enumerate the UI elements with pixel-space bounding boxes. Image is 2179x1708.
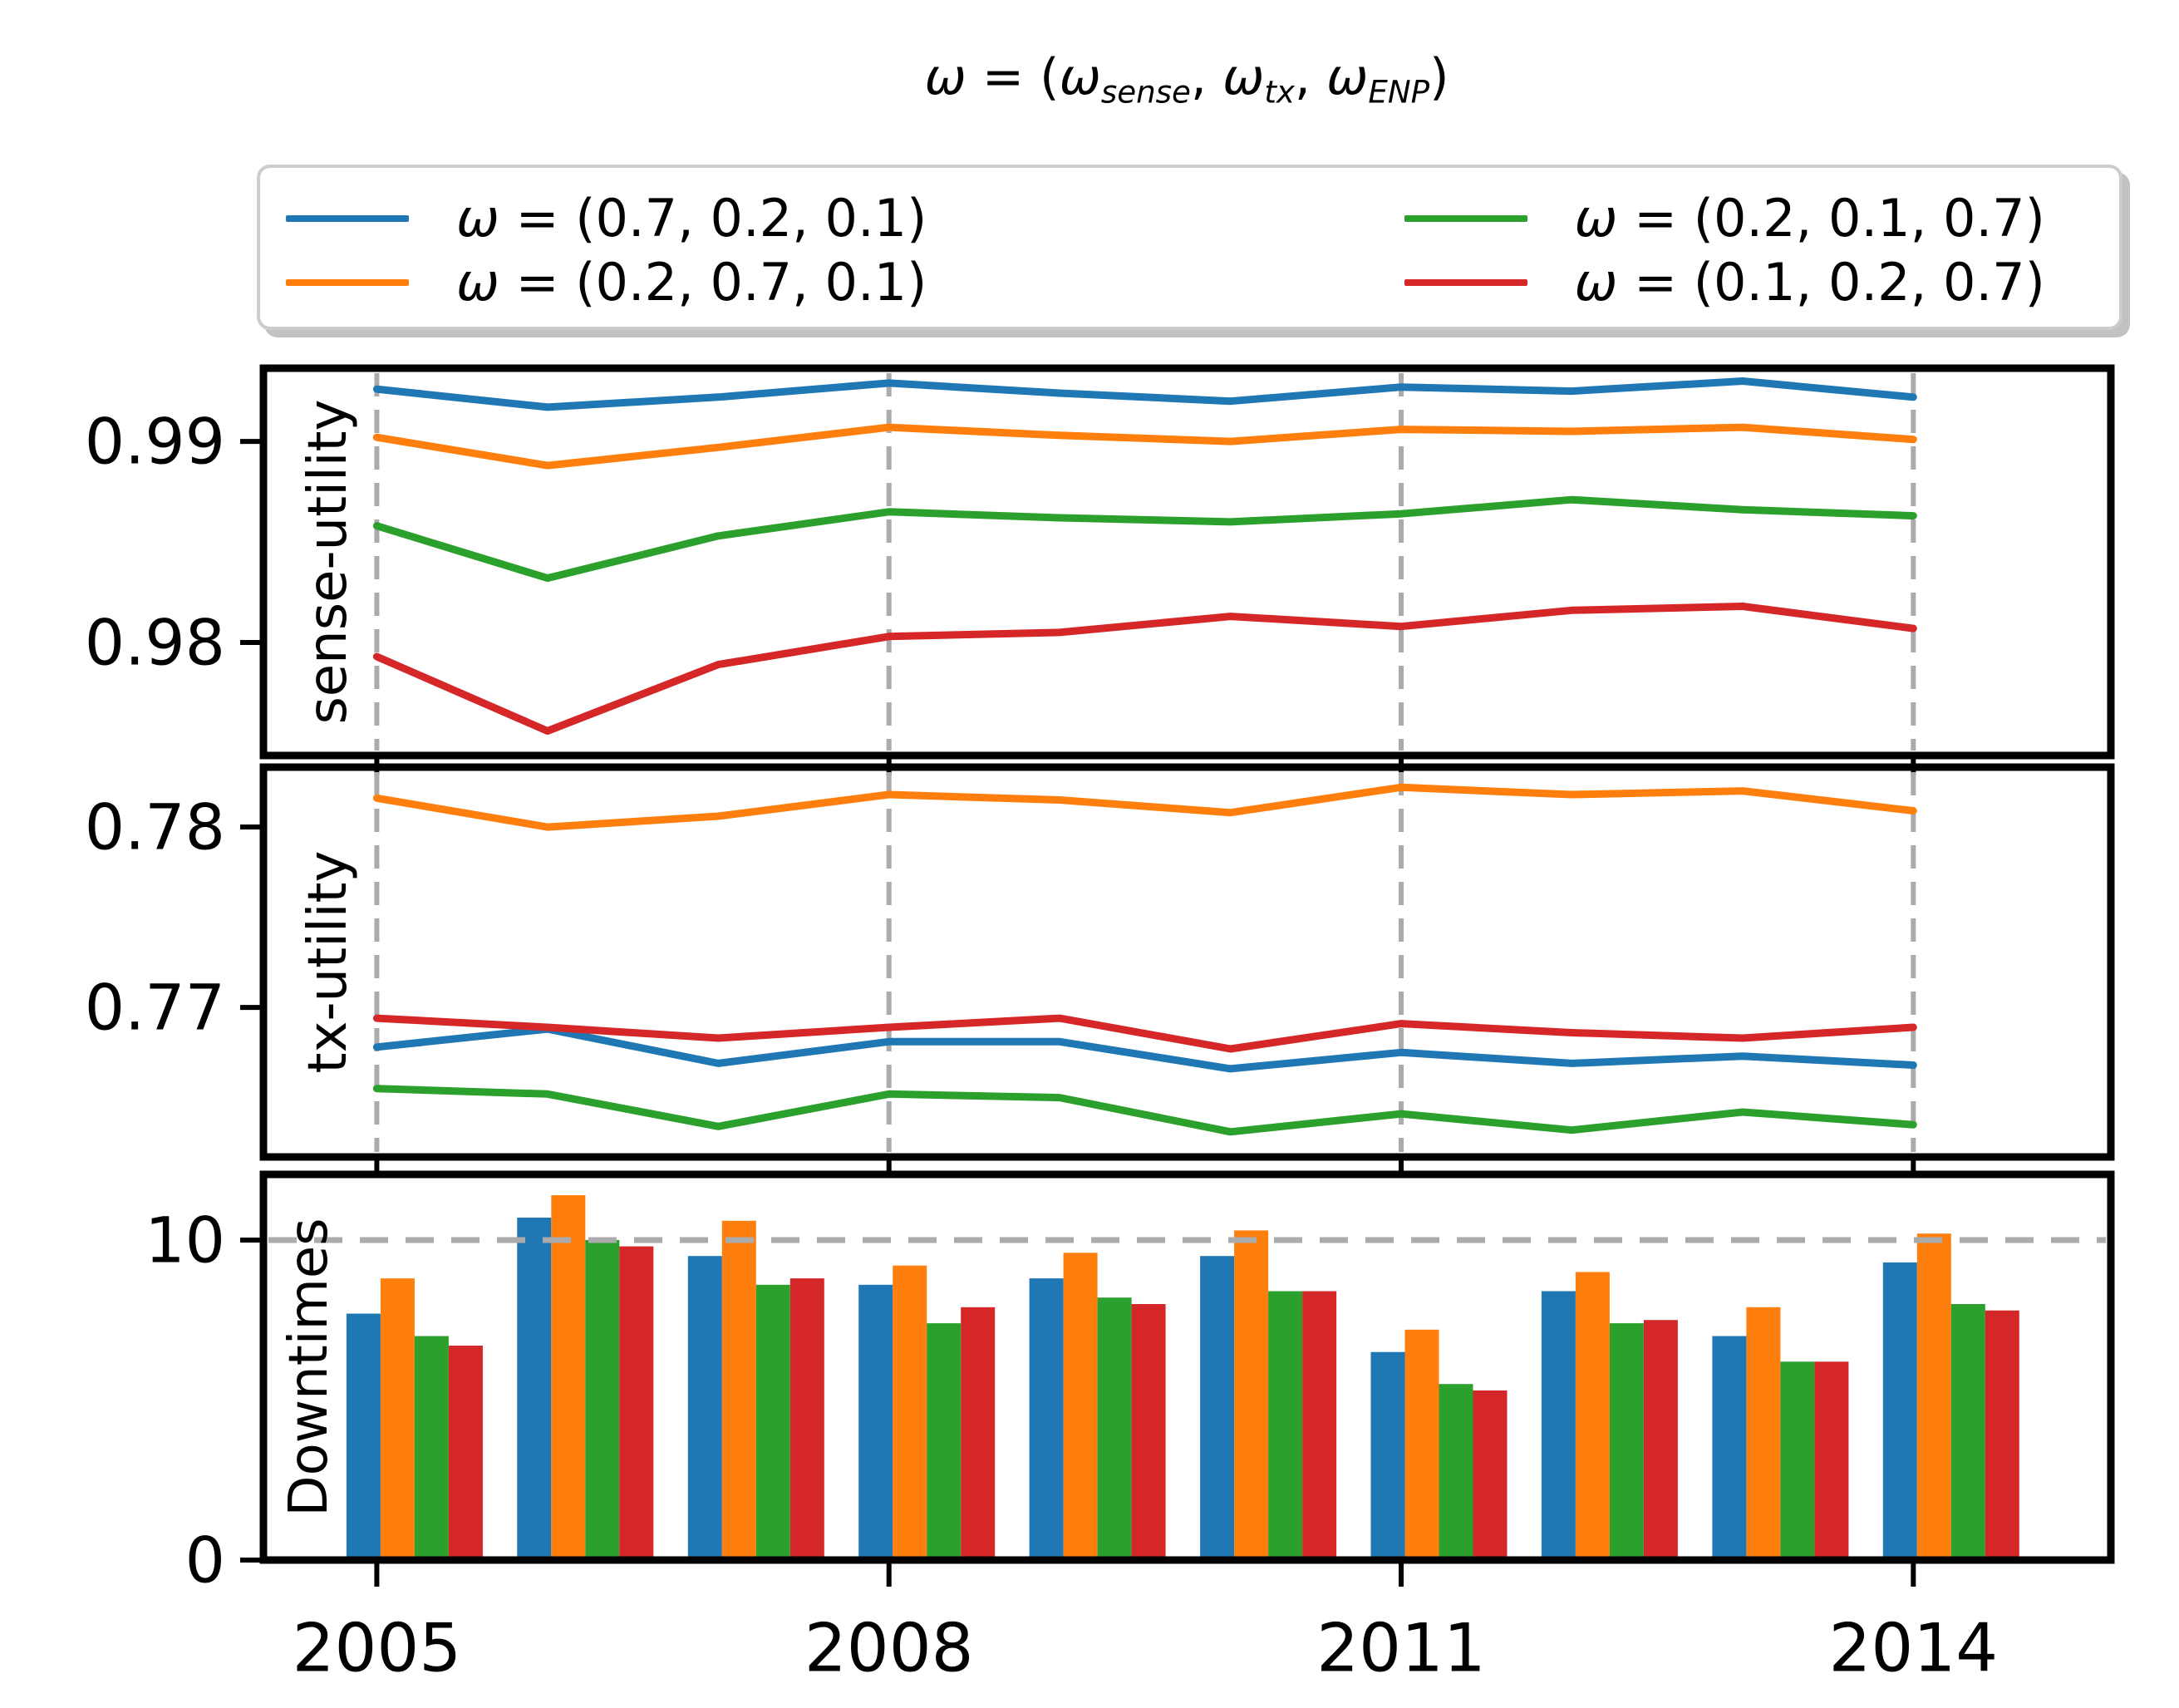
x-tick-label: 2011 (1316, 1610, 1486, 1687)
bar-2010-blue (1200, 1256, 1235, 1560)
bar-2006-orange (551, 1195, 586, 1560)
legend-line-icon (1404, 214, 1527, 222)
title-segment: = ( (966, 48, 1060, 106)
legend-item-orange: ω = (0.2, 0.7, 0.1) (260, 250, 1190, 314)
bar-2010-red (1302, 1291, 1337, 1560)
bar-2014-blue (1882, 1262, 1917, 1560)
legend-label: ω = (0.2, 0.7, 0.1) (456, 252, 927, 313)
bar-2005-blue (346, 1313, 381, 1560)
title-segment: ω (1222, 48, 1265, 106)
legend-label: ω = (0.1, 0.2, 0.7) (1574, 252, 2045, 313)
title-segment: ) (1429, 48, 1449, 106)
bar-2011-blue (1370, 1351, 1405, 1560)
line-series-tx-utility-blue (372, 1025, 1917, 1073)
line-series-tx-utility-orange (372, 783, 1917, 831)
bar-2009-red (1131, 1304, 1166, 1560)
bar-2005-green (414, 1336, 449, 1560)
y-tick-label: 0.78 (85, 790, 225, 864)
legend-item-blue: ω = (0.7, 0.2, 0.1) (260, 186, 1190, 250)
bar-2005-orange (380, 1278, 415, 1560)
legend-label: ω = (0.7, 0.2, 0.1) (456, 188, 927, 249)
title-segment: , (1294, 48, 1327, 106)
plot-frame (259, 1170, 2115, 1564)
bar-2006-red (619, 1246, 654, 1560)
bar-2012-blue (1541, 1291, 1576, 1560)
y-axis-label: tx-utility (298, 850, 359, 1073)
bar-2013-red (1814, 1361, 1849, 1560)
bar-2007-red (789, 1278, 824, 1560)
bar-2013-blue (1712, 1336, 1747, 1560)
legend: ω = (0.7, 0.2, 0.1) ω = (0.2, 0.7, 0.1) … (257, 165, 2122, 330)
bar-2008-orange (893, 1265, 927, 1560)
plot-frame (259, 763, 2115, 1161)
x-tick-label: 2005 (293, 1610, 462, 1687)
bar-2009-blue (1029, 1278, 1064, 1560)
y-tick-label: 0.99 (85, 405, 225, 479)
legend-line-icon (1404, 278, 1527, 286)
legend-item-red: ω = (0.1, 0.2, 0.7) (258, 250, 2120, 314)
bar-2007-blue (687, 1256, 722, 1560)
figure-title: ω = (ωsense, ωtx, ωENP) (925, 48, 1449, 110)
y-tick-label: 0.98 (85, 606, 225, 680)
bar-2006-blue (517, 1218, 552, 1560)
line-series-sense-utility-red (372, 603, 1917, 735)
title-segment: ω (1326, 48, 1369, 106)
line-series-tx-utility-red (372, 1014, 1917, 1053)
legend-line-icon (286, 214, 409, 222)
title-segment: sense (1100, 73, 1191, 111)
line-series-sense-utility-orange (372, 423, 1917, 470)
y-axis-label: Downtimes (278, 1218, 340, 1516)
bar-2011-red (1473, 1390, 1508, 1560)
bar-2011-orange (1404, 1329, 1439, 1560)
bar-2008-red (961, 1307, 996, 1560)
x-tick-label: 2008 (804, 1610, 974, 1687)
bar-2008-blue (858, 1284, 893, 1560)
title-segment: tx (1264, 73, 1295, 111)
title-segment: ω (924, 48, 967, 106)
bar-2006-green (585, 1239, 620, 1560)
title-segment: ω (1059, 48, 1101, 106)
bar-2011-green (1439, 1384, 1473, 1560)
bar-2008-green (927, 1323, 962, 1560)
bar-2010-green (1268, 1291, 1303, 1560)
y-axis-label: sense-utility (298, 399, 359, 724)
line-series-sense-utility-blue (372, 377, 1917, 411)
y-tick-label: 0 (185, 1523, 225, 1597)
y-tick-label: 10 (145, 1203, 225, 1277)
title-segment: , (1190, 48, 1223, 106)
bar-2009-green (1097, 1297, 1132, 1560)
bar-2012-green (1609, 1323, 1644, 1560)
bar-2007-orange (721, 1220, 756, 1560)
legend-line-icon (286, 278, 409, 286)
bar-2009-orange (1063, 1253, 1098, 1560)
plot-frame (259, 364, 2115, 760)
bar-2007-green (755, 1284, 790, 1560)
line-series-tx-utility-green (372, 1085, 1917, 1136)
bar-2010-orange (1234, 1230, 1269, 1560)
x-tick-label: 2014 (1829, 1610, 1999, 1687)
title-segment: ENP (1368, 73, 1430, 111)
bar-2014-red (1985, 1310, 2019, 1560)
legend-label: ω = (0.2, 0.1, 0.7) (1574, 188, 2045, 249)
bar-2012-red (1643, 1320, 1678, 1560)
bar-2005-red (448, 1346, 483, 1560)
bar-2013-green (1780, 1361, 1815, 1560)
bar-2012-orange (1575, 1272, 1610, 1560)
y-tick-label: 0.77 (85, 971, 225, 1045)
legend-item-green: ω = (0.2, 0.1, 0.7) (258, 186, 2120, 250)
bar-2013-orange (1746, 1307, 1781, 1560)
line-series-sense-utility-green (372, 495, 1917, 583)
bar-2014-orange (1916, 1233, 1951, 1560)
bar-2014-green (1950, 1304, 1985, 1560)
